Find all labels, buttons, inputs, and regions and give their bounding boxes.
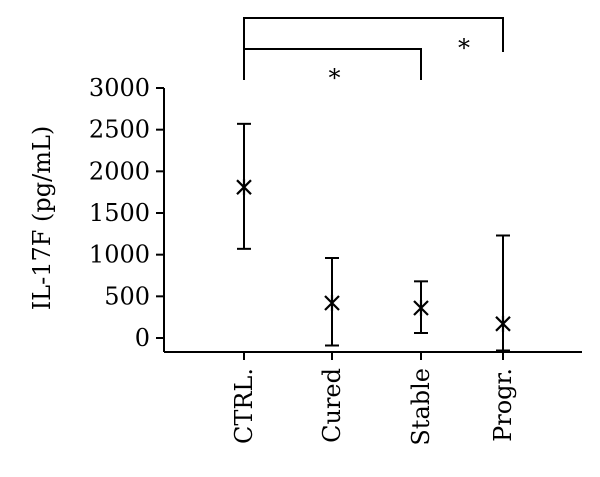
y-ticks: 0 500 1000 1500 2000 2500 3000 (89, 74, 164, 352)
x-tick-label: Progr. (489, 368, 517, 442)
axes: IL-17F (pg/mL) (28, 88, 582, 353)
y-tick-label: 2000 (89, 157, 150, 185)
y-tick-label: 500 (104, 282, 150, 310)
significance-brackets: ** (243, 17, 504, 92)
x-tick-label: Stable (407, 368, 435, 446)
data-points (236, 122, 511, 352)
y-tick-label: 2500 (89, 116, 150, 144)
data-point-marker (236, 179, 252, 196)
y-axis-label: IL-17F (pg/mL) (28, 126, 56, 311)
y-tick-label: 0 (135, 324, 150, 352)
significance-bracket (243, 17, 504, 52)
y-tick-label: 1500 (89, 199, 150, 227)
data-point-marker (413, 300, 429, 316)
x-tick-label: Cured (318, 368, 346, 443)
significance-bracket (243, 48, 422, 80)
significance-star: * (329, 64, 341, 92)
data-point-marker (324, 295, 340, 311)
x-ticks: CTRL. Cured Stable Progr. (230, 352, 517, 446)
data-point-marker (495, 315, 511, 332)
x-tick-label: CTRL. (230, 368, 258, 444)
significance-star: * (458, 34, 470, 62)
y-tick-label: 3000 (89, 74, 150, 102)
y-tick-label: 1000 (89, 241, 150, 269)
